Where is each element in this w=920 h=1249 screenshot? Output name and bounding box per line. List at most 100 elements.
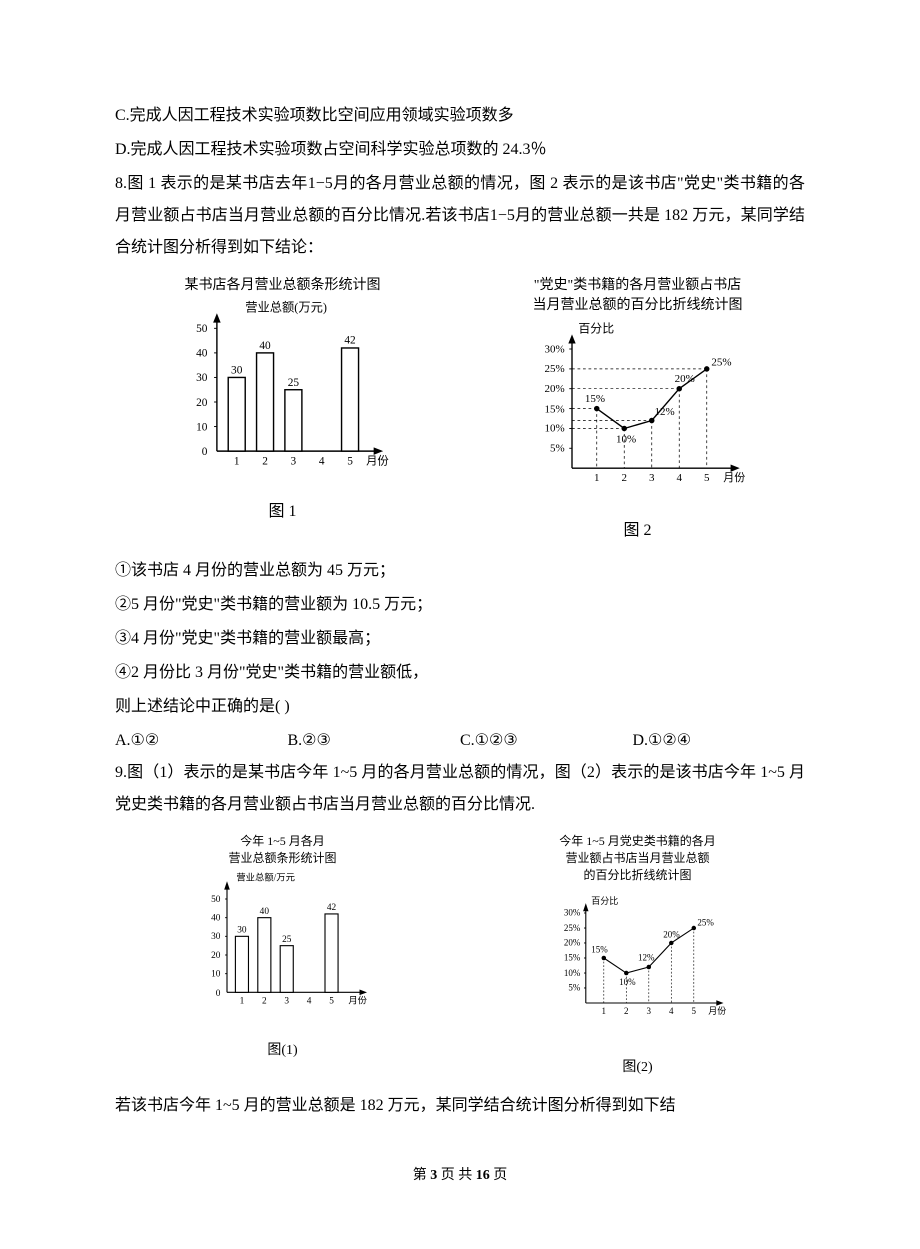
svg-text:30: 30 (196, 372, 208, 384)
q8-opt-c: C.①②③ (460, 725, 633, 757)
q9-charts: 今年 1~5 月各月 营业总额条形统计图 营业总额/万元 0 10 20 30 … (115, 833, 805, 1081)
q8-s4: ④2 月份比 3 月份"党史"类书籍的营业额低， (115, 657, 805, 689)
q7-option-d: D.完成人因工程技术实验项数占空间科学实验总项数的 24.3％ (115, 134, 805, 166)
q8-opt-d: D.①②④ (633, 725, 806, 757)
q9-chart1-caption: 图(1) (115, 1037, 450, 1065)
svg-text:10%: 10% (616, 434, 636, 446)
svg-text:30%: 30% (544, 344, 564, 356)
q8-chart1: 某书店各月营业总额条形统计图 营业总额(万元) 0 10 20 30 40 (115, 276, 450, 547)
q8-options: A.①② B.②③ C.①②③ D.①②④ (115, 725, 805, 757)
svg-text:0: 0 (201, 445, 207, 457)
svg-text:月份: 月份 (348, 994, 367, 1006)
q9-chart1-svg: 营业总额/万元 0 10 20 30 40 50 (193, 871, 373, 1011)
q9-chart2-title: 今年 1~5 月党史类书籍的各月 营业额占书店当月营业总额 的百分比折线统计图 (470, 833, 805, 883)
q8-s2: ②5 月份"党史"类书籍的营业额为 10.5 万元； (115, 589, 805, 621)
svg-text:5: 5 (704, 472, 710, 484)
svg-text:15%: 15% (584, 393, 604, 405)
svg-text:25%: 25% (544, 363, 564, 375)
svg-text:3: 3 (284, 996, 289, 1006)
svg-text:30: 30 (211, 932, 221, 942)
q9-stem: 9.图（1）表示的是某书店今年 1~5 月的各月营业总额的情况，图（2）表示的是… (115, 757, 805, 821)
q9-chart2: 今年 1~5 月党史类书籍的各月 营业额占书店当月营业总额 的百分比折线统计图 … (470, 833, 805, 1081)
svg-text:5%: 5% (568, 982, 581, 992)
svg-text:42: 42 (326, 903, 336, 913)
svg-text:4: 4 (306, 996, 311, 1006)
q8-opt-a: A.①② (115, 725, 288, 757)
q8-s3: ③4 月份"党史"类书籍的营业额最高； (115, 623, 805, 655)
svg-text:10%: 10% (619, 977, 636, 987)
svg-text:5: 5 (691, 1005, 696, 1015)
svg-text:3: 3 (290, 455, 296, 467)
svg-text:25: 25 (282, 935, 292, 945)
svg-text:12%: 12% (654, 406, 674, 418)
q8-chart2-svg: 百分比 5% 10% 15% 20% 25% 30% (528, 319, 748, 489)
svg-text:百分比: 百分比 (591, 895, 618, 906)
q8-stem: 8.图 1 表示的是某书店去年1−5月的各月营业总额的情况，图 2 表示的是该书… (115, 168, 805, 264)
svg-text:月份: 月份 (723, 471, 745, 484)
svg-text:2: 2 (624, 1005, 629, 1015)
svg-text:25%: 25% (563, 923, 580, 933)
svg-text:1: 1 (601, 1005, 606, 1015)
q9-chart2-svg: 百分比 5% 10% 15% 20% 25% 30% (548, 888, 728, 1028)
q8-chart2: "党史"类书籍的各月营业额占书店 当月营业总额的百分比折线统计图 百分比 5% … (470, 276, 805, 547)
svg-text:2: 2 (261, 996, 266, 1006)
svg-text:40: 40 (211, 913, 221, 923)
svg-text:1: 1 (594, 472, 600, 484)
svg-text:10: 10 (211, 969, 221, 979)
svg-text:30: 30 (237, 925, 247, 935)
svg-text:20%: 20% (563, 937, 580, 947)
q8-prompt: 则上述结论中正确的是( ) (115, 691, 805, 723)
q8-chart2-title: "党史"类书籍的各月营业额占书店 当月营业总额的百分比折线统计图 (470, 276, 805, 315)
svg-text:3: 3 (649, 472, 655, 484)
svg-text:20: 20 (211, 951, 221, 961)
svg-text:4: 4 (318, 455, 324, 467)
q8-opt-b: B.②③ (288, 725, 461, 757)
svg-text:0: 0 (215, 989, 220, 999)
svg-text:25: 25 (287, 377, 299, 389)
svg-text:12%: 12% (638, 952, 655, 962)
svg-text:25%: 25% (711, 357, 731, 369)
svg-text:5: 5 (347, 455, 353, 467)
svg-text:50: 50 (211, 895, 221, 905)
q8-s1: ①该书店 4 月份的营业总额为 45 万元； (115, 555, 805, 587)
svg-text:营业总额(万元): 营业总额(万元) (245, 300, 327, 314)
svg-text:40: 40 (196, 347, 208, 359)
svg-text:3: 3 (646, 1005, 651, 1015)
svg-text:2: 2 (621, 472, 627, 484)
svg-text:25%: 25% (697, 917, 714, 927)
q9-tail: 若该书店今年 1~5 月的营业总额是 182 万元，某同学结合统计图分析得到如下… (115, 1090, 805, 1122)
svg-text:百分比: 百分比 (578, 322, 614, 336)
svg-text:10%: 10% (563, 968, 580, 978)
q9-chart1: 今年 1~5 月各月 营业总额条形统计图 营业总额/万元 0 10 20 30 … (115, 833, 450, 1081)
svg-text:30: 30 (231, 364, 243, 376)
svg-text:月份: 月份 (708, 1004, 726, 1015)
svg-text:1: 1 (233, 455, 239, 467)
svg-text:30%: 30% (563, 907, 580, 917)
svg-text:42: 42 (344, 334, 356, 346)
svg-text:15%: 15% (544, 403, 564, 415)
q7-option-c: C.完成人因工程技术实验项数比空间应用领域实验项数多 (115, 100, 805, 132)
svg-text:营业总额/万元: 营业总额/万元 (236, 871, 295, 883)
svg-text:5: 5 (329, 996, 334, 1006)
svg-text:4: 4 (669, 1005, 674, 1015)
page-footer: 第 3 页 共 16 页 (115, 1162, 805, 1190)
svg-text:15%: 15% (563, 952, 580, 962)
svg-text:2: 2 (262, 455, 268, 467)
svg-text:月份: 月份 (366, 454, 389, 467)
q9-chart1-title: 今年 1~5 月各月 营业总额条形统计图 (115, 833, 450, 867)
q8-chart1-title: 某书店各月营业总额条形统计图 (115, 276, 450, 296)
svg-text:15%: 15% (591, 944, 608, 954)
q9-chart2-caption: 图(2) (470, 1054, 805, 1082)
svg-text:40: 40 (259, 340, 271, 352)
svg-text:50: 50 (196, 323, 208, 335)
svg-text:10%: 10% (544, 423, 564, 435)
q8-chart1-caption: 图 1 (115, 496, 450, 528)
svg-text:20%: 20% (674, 373, 694, 385)
svg-text:20: 20 (196, 396, 208, 408)
svg-text:5%: 5% (549, 443, 564, 455)
svg-text:20%: 20% (663, 929, 680, 939)
svg-text:40: 40 (259, 907, 269, 917)
svg-text:10: 10 (196, 421, 208, 433)
q8-chart1-svg: 营业总额(万元) 0 10 20 30 40 50 (173, 300, 393, 470)
svg-text:4: 4 (676, 472, 682, 484)
